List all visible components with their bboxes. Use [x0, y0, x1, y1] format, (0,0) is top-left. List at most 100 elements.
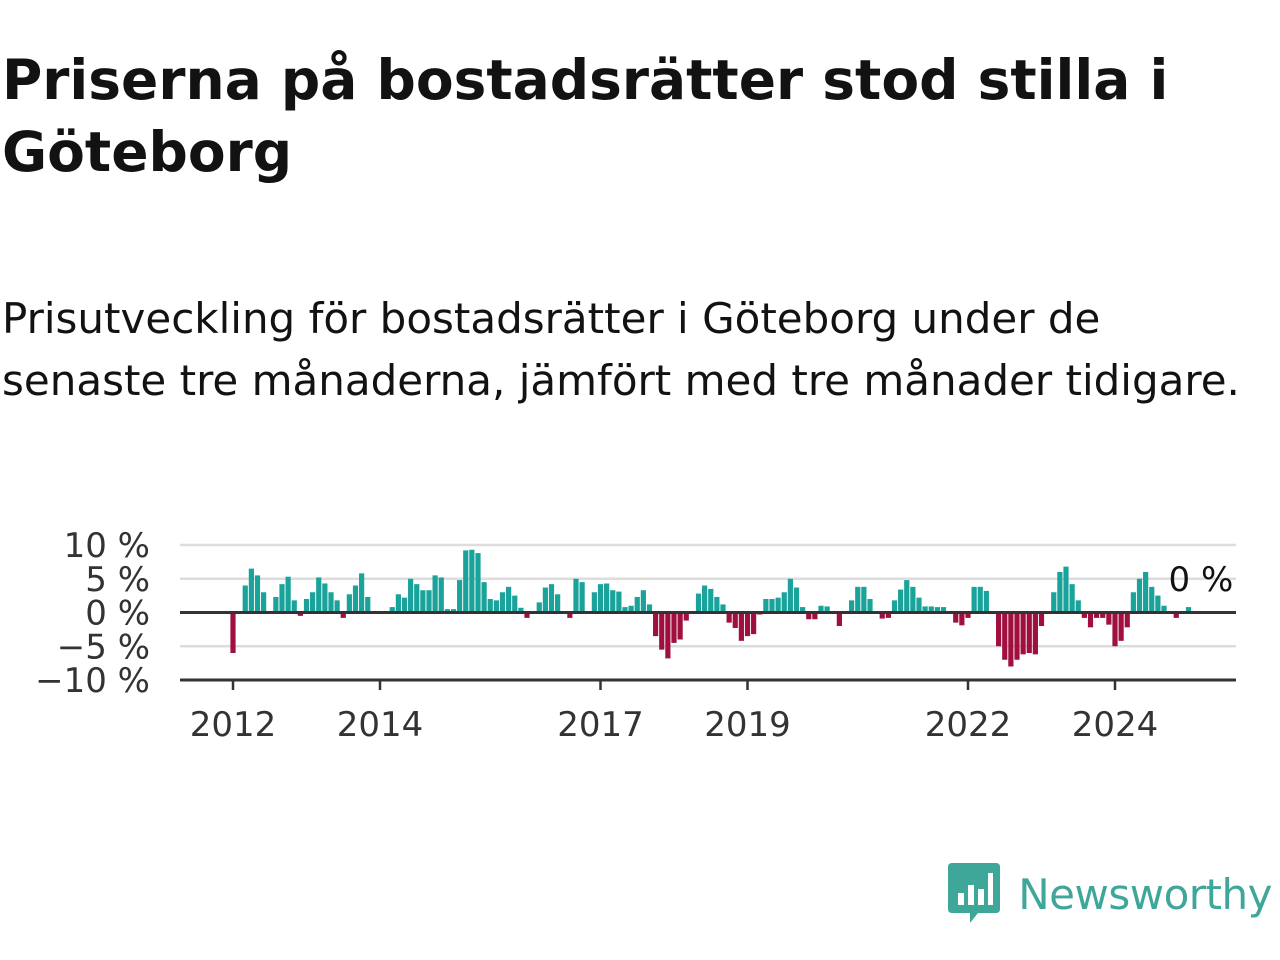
bar [1051, 592, 1057, 613]
bar [1026, 612, 1032, 653]
bar [824, 606, 830, 613]
bar [898, 589, 904, 613]
bar [659, 612, 665, 650]
bar [438, 577, 444, 613]
bar [867, 599, 873, 613]
bar [959, 612, 965, 626]
bar [567, 612, 573, 618]
bar [365, 596, 371, 613]
bar [879, 612, 885, 619]
bar [971, 586, 977, 613]
bar [359, 573, 365, 613]
bar [812, 612, 818, 620]
bar [769, 599, 775, 613]
bar [1136, 578, 1143, 613]
bar [1185, 607, 1192, 613]
bar [653, 612, 659, 637]
bar [254, 575, 261, 613]
bar [1063, 566, 1069, 613]
bar [934, 607, 940, 613]
bar [395, 594, 401, 613]
x-axis: 2012 2014 2017 2019 2022 2024 [180, 678, 1236, 745]
bar [1161, 605, 1167, 613]
bar [996, 612, 1002, 647]
bar [352, 585, 359, 613]
bar [1118, 612, 1124, 641]
bar [855, 586, 861, 613]
bar [1112, 612, 1118, 647]
bar [800, 607, 806, 613]
bar [806, 612, 812, 620]
x-tick-label: 2024 [1072, 705, 1159, 745]
bar [1069, 584, 1075, 613]
bar [787, 578, 793, 613]
bar [597, 584, 604, 613]
bar [1057, 572, 1063, 613]
bar [720, 604, 726, 613]
bar [616, 591, 622, 613]
bar [953, 612, 959, 623]
bar [420, 590, 426, 613]
bar [524, 612, 530, 618]
bar [334, 600, 340, 613]
bar [861, 586, 867, 613]
bar [763, 599, 769, 613]
bar [1094, 612, 1100, 618]
bar [536, 602, 542, 613]
bar [1081, 612, 1087, 618]
bar [230, 612, 236, 653]
bar [671, 612, 677, 643]
bar [604, 583, 610, 613]
bar [310, 592, 316, 613]
newsworthy-logo: Newsworthy [948, 862, 1272, 926]
bar [457, 580, 463, 613]
bar [928, 606, 934, 613]
bar [738, 612, 744, 641]
bar [432, 575, 438, 613]
bar [401, 597, 408, 613]
bar [849, 600, 855, 613]
bar [346, 594, 352, 613]
bar [744, 612, 751, 637]
bar [634, 596, 640, 613]
bar [487, 599, 493, 613]
bar [751, 612, 757, 635]
bar [695, 593, 702, 613]
bar [1124, 612, 1130, 628]
bar [1002, 612, 1008, 660]
bar [414, 584, 420, 613]
bar [291, 600, 297, 613]
bar [475, 553, 481, 613]
bar [322, 583, 328, 613]
bar [499, 592, 506, 613]
bar [579, 582, 585, 613]
bar [248, 568, 254, 613]
bar [481, 582, 487, 613]
newsworthy-logo-text: Newsworthy [1018, 869, 1272, 919]
bar [1155, 595, 1161, 613]
bar [316, 577, 322, 613]
bar [1075, 600, 1081, 613]
bar [714, 596, 720, 613]
bar [242, 585, 248, 613]
bar [1149, 586, 1155, 613]
bar [683, 612, 689, 621]
bar [904, 580, 910, 613]
bar [518, 607, 524, 613]
bar [775, 597, 781, 613]
x-tick-label: 2012 [190, 705, 277, 745]
bar [408, 578, 414, 613]
bar [1143, 572, 1149, 613]
bar [885, 612, 891, 618]
bar [622, 607, 628, 613]
bar [340, 612, 346, 618]
bar [328, 592, 334, 613]
chart-title: Priserna på bostadsrätter stod stilla i … [2, 48, 1169, 184]
bar [1100, 612, 1106, 618]
bar [469, 549, 475, 613]
bar [444, 609, 450, 613]
bar [303, 599, 310, 613]
bar-chart: 10 %5 %0 %−5 %−10 % 2012 2014 2017 2019 2022… [35, 526, 1236, 745]
y-tick-label: 10 % [64, 526, 150, 566]
bar [640, 590, 646, 613]
